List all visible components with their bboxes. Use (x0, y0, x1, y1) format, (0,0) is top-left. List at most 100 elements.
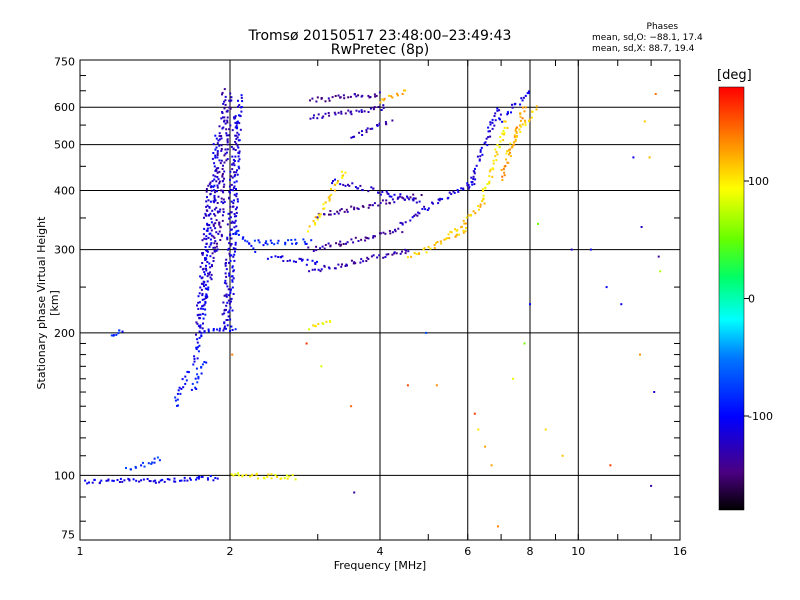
data-point (329, 213, 332, 216)
data-point (232, 147, 235, 150)
data-point (324, 201, 327, 204)
data-point (115, 333, 118, 336)
data-point (234, 243, 237, 246)
data-point (365, 129, 368, 132)
data-point (506, 111, 509, 114)
data-point (439, 197, 442, 200)
data-point (233, 193, 236, 196)
data-point (227, 315, 230, 318)
data-point (193, 360, 196, 363)
data-point (196, 357, 199, 360)
data-point (406, 256, 409, 259)
data-point (214, 148, 217, 151)
data-point (121, 330, 124, 333)
data-point (221, 91, 224, 94)
x-tick-label: 10 (571, 545, 585, 558)
data-point (111, 479, 114, 482)
data-point (233, 259, 236, 262)
data-point (231, 266, 234, 269)
data-point (234, 140, 237, 143)
data-point (281, 255, 284, 258)
data-point (423, 205, 426, 208)
data-point (420, 194, 423, 196)
data-point (254, 250, 257, 253)
data-point (222, 102, 225, 105)
x-axis-label: Frequency [MHz] (333, 559, 427, 572)
data-point (221, 93, 223, 96)
data-point (201, 298, 204, 301)
data-point (379, 101, 382, 104)
data-point (367, 94, 370, 97)
data-point (357, 208, 360, 210)
data-point (381, 199, 384, 202)
data-point (470, 181, 473, 184)
data-point (482, 194, 485, 197)
data-point (228, 274, 231, 277)
data-point (436, 241, 439, 243)
data-point (387, 253, 390, 256)
data-point (229, 228, 232, 231)
data-point (333, 111, 336, 114)
data-point (230, 200, 233, 203)
data-point (216, 186, 219, 189)
data-point (184, 375, 187, 378)
data-point (377, 191, 380, 194)
data-point (323, 265, 326, 268)
data-point (354, 262, 357, 265)
data-point (369, 204, 372, 207)
data-point (561, 454, 564, 457)
data-point (440, 242, 443, 245)
data-point (385, 190, 388, 193)
colorbar (718, 86, 745, 511)
data-point (233, 175, 236, 178)
data-point (478, 158, 481, 161)
data-point (277, 239, 280, 242)
data-point (234, 208, 237, 211)
data-point (231, 329, 234, 331)
data-point (174, 399, 177, 402)
data-point (226, 148, 229, 151)
data-point (112, 479, 115, 482)
data-point (201, 262, 204, 264)
data-point (229, 205, 232, 208)
data-point (221, 219, 224, 222)
data-point (472, 175, 475, 178)
data-point (228, 242, 231, 245)
data-point (235, 232, 238, 235)
data-point (105, 479, 108, 482)
data-point (446, 237, 448, 240)
data-point (316, 260, 318, 263)
data-point (311, 268, 314, 271)
data-point (480, 146, 483, 149)
data-point (496, 109, 499, 112)
data-point (270, 256, 273, 259)
data-point (194, 377, 197, 380)
data-point (479, 203, 482, 206)
data-point (210, 189, 213, 192)
data-point (345, 208, 348, 211)
data-point (230, 221, 233, 224)
data-point (210, 186, 212, 189)
data-point (205, 267, 207, 270)
data-point (232, 187, 235, 189)
data-point (233, 160, 236, 162)
data-point (361, 130, 363, 133)
data-point (230, 145, 233, 148)
data-point (449, 230, 452, 233)
data-point (512, 141, 515, 144)
data-point (227, 134, 230, 137)
data-point (215, 219, 218, 222)
data-point (213, 208, 216, 211)
data-point (208, 273, 211, 276)
data-point (329, 210, 332, 212)
data-point (234, 328, 237, 331)
data-point (340, 243, 343, 246)
x-tick-label: 4 (377, 545, 384, 558)
data-point (214, 154, 217, 157)
data-point (134, 465, 137, 468)
data-point (267, 473, 270, 476)
data-point (325, 320, 328, 323)
data-point (358, 131, 361, 134)
data-point (217, 195, 220, 198)
data-point (228, 253, 231, 256)
